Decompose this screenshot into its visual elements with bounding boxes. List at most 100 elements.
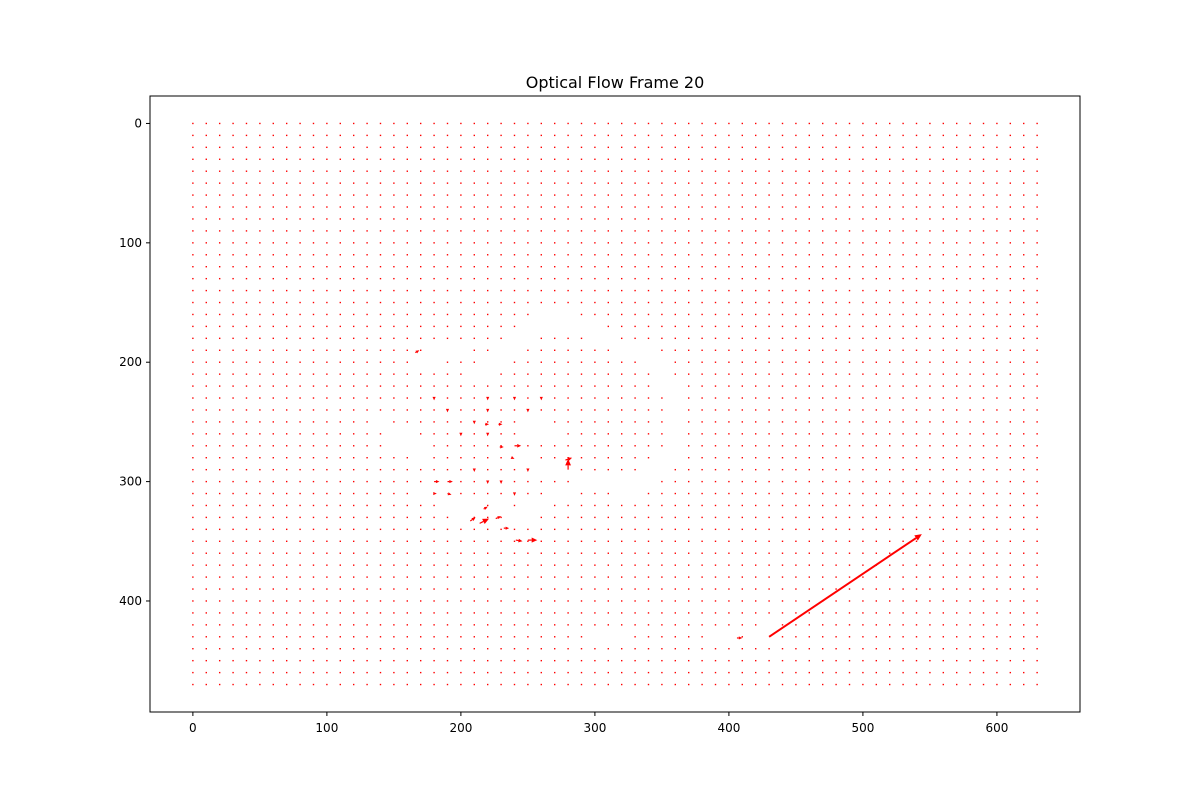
flow-point <box>768 660 769 661</box>
flow-point <box>809 314 810 315</box>
flow-point <box>393 529 394 530</box>
flow-point <box>232 290 233 291</box>
flow-point <box>259 469 260 470</box>
flow-point <box>581 517 582 518</box>
flow-point <box>366 648 367 649</box>
flow-point <box>755 624 756 625</box>
flow-vector <box>565 459 571 470</box>
flow-point <box>996 481 997 482</box>
flow-point <box>1010 242 1011 243</box>
flow-point <box>581 672 582 673</box>
flow-point <box>259 350 260 351</box>
flow-point <box>527 362 528 363</box>
flow-point <box>849 684 850 685</box>
flow-point <box>889 373 890 374</box>
flow-point <box>433 564 434 565</box>
flow-point <box>259 612 260 613</box>
flow-point <box>353 481 354 482</box>
flow-point <box>1036 230 1037 231</box>
flow-point <box>433 576 434 577</box>
flow-vector <box>737 636 742 639</box>
flow-point <box>929 147 930 148</box>
flow-point <box>433 373 434 374</box>
flow-point <box>996 254 997 255</box>
flow-point <box>782 373 783 374</box>
flow-point <box>500 553 501 554</box>
flow-point <box>366 373 367 374</box>
flow-point <box>1036 505 1037 506</box>
flow-point <box>822 338 823 339</box>
flow-point <box>206 576 207 577</box>
flow-point <box>206 278 207 279</box>
flow-point <box>648 576 649 577</box>
flow-vector <box>526 469 529 473</box>
flow-point <box>715 171 716 172</box>
flow-point <box>554 684 555 685</box>
flow-point <box>956 385 957 386</box>
flow-point <box>527 541 528 542</box>
flow-point <box>420 385 421 386</box>
flow-point <box>782 362 783 363</box>
flow-point <box>701 362 702 363</box>
flow-point <box>487 421 488 422</box>
flow-point <box>286 314 287 315</box>
flow-point <box>487 564 488 565</box>
flow-point <box>916 218 917 219</box>
flow-point <box>259 338 260 339</box>
flow-point <box>313 553 314 554</box>
flow-point <box>340 660 341 661</box>
flow-point <box>675 612 676 613</box>
flow-point <box>326 457 327 458</box>
flow-point <box>849 254 850 255</box>
flow-point <box>782 385 783 386</box>
flow-point <box>862 409 863 410</box>
flow-point <box>232 541 233 542</box>
flow-point <box>608 672 609 673</box>
flow-point <box>835 123 836 124</box>
flow-point <box>675 159 676 160</box>
flow-point <box>969 147 970 148</box>
flow-point <box>889 171 890 172</box>
flow-point <box>755 445 756 446</box>
flow-point <box>969 636 970 637</box>
flow-point <box>433 457 434 458</box>
flow-point <box>474 385 475 386</box>
flow-point <box>500 433 501 434</box>
flow-point <box>608 409 609 410</box>
flow-point <box>956 684 957 685</box>
flow-point <box>340 266 341 267</box>
flow-point <box>969 421 970 422</box>
flow-point <box>889 135 890 136</box>
flow-point <box>219 338 220 339</box>
flow-point <box>594 600 595 601</box>
flow-point <box>192 302 193 303</box>
flow-point <box>862 278 863 279</box>
flow-point <box>340 517 341 518</box>
flow-point <box>299 350 300 351</box>
flow-point <box>608 218 609 219</box>
flow-point <box>889 278 890 279</box>
flow-point <box>353 576 354 577</box>
flow-point <box>447 421 448 422</box>
flow-point <box>594 445 595 446</box>
flow-point <box>822 493 823 494</box>
flow-point <box>768 493 769 494</box>
flow-point <box>567 684 568 685</box>
flow-point <box>715 373 716 374</box>
flow-point <box>782 672 783 673</box>
flow-point <box>219 421 220 422</box>
flow-point <box>795 266 796 267</box>
flow-point <box>259 684 260 685</box>
flow-point <box>192 254 193 255</box>
flow-point <box>902 338 903 339</box>
flow-point <box>541 206 542 207</box>
flow-point <box>1010 481 1011 482</box>
flow-point <box>487 672 488 673</box>
flow-point <box>567 576 568 577</box>
flow-point <box>366 385 367 386</box>
flow-point <box>728 171 729 172</box>
flow-point <box>742 385 743 386</box>
flow-point <box>273 194 274 195</box>
flow-point <box>742 445 743 446</box>
flow-point <box>366 481 367 482</box>
